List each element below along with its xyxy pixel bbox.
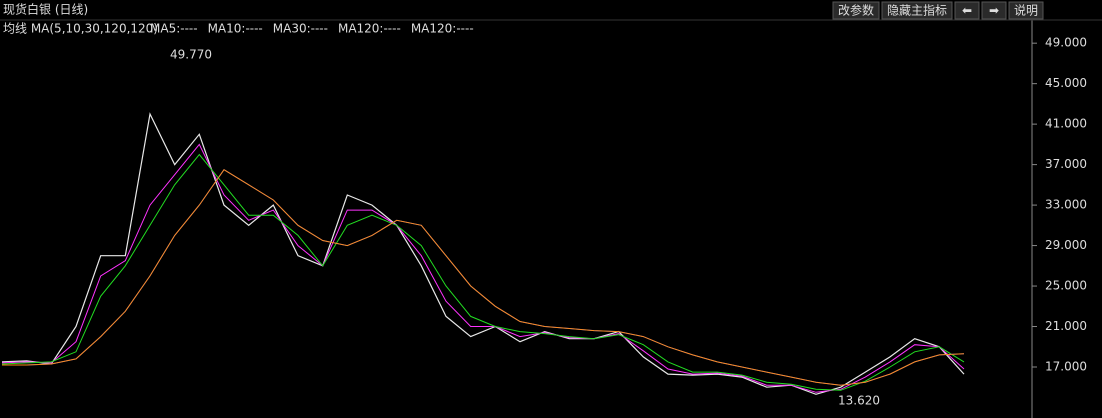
legend-entry: MA120:---- [338, 22, 401, 36]
button-label[interactable]: ⬅ [962, 4, 972, 18]
chart-title: 现货白银 (日线) [3, 2, 88, 17]
button-label[interactable]: 说明 [1014, 3, 1038, 18]
legend-entry: MA5:---- [150, 22, 198, 36]
button-label[interactable]: 改参数 [838, 3, 874, 18]
series-line [1, 153, 965, 391]
series-line [1, 112, 965, 395]
button-label[interactable]: 隐藏主指标 [887, 3, 947, 18]
annotation: 13.620 [838, 394, 880, 408]
y-tick-label: 21.000 [1045, 319, 1087, 333]
button-label[interactable]: ➡ [989, 4, 999, 18]
y-tick-label: 37.000 [1045, 157, 1087, 171]
series-line [1, 143, 965, 393]
legend-entry: MA30:---- [273, 22, 328, 36]
annotation: 49.770 [170, 48, 212, 62]
button[interactable] [981, 1, 1007, 20]
y-tick-label: 17.000 [1045, 359, 1087, 373]
button[interactable] [954, 1, 980, 20]
y-tick-label: 49.000 [1045, 36, 1087, 50]
button[interactable] [1008, 1, 1044, 20]
y-tick-label: 29.000 [1045, 238, 1087, 252]
legend-entry: MA120:---- [411, 22, 474, 36]
y-tick-label: 41.000 [1045, 117, 1087, 131]
y-tick-label: 33.000 [1045, 198, 1087, 212]
y-tick-label: 45.000 [1045, 76, 1087, 90]
button[interactable] [881, 1, 953, 20]
series-line [2, 169, 965, 386]
legend-entry: MA10:---- [208, 22, 263, 36]
y-tick-label: 25.000 [1045, 279, 1087, 293]
button[interactable] [832, 1, 880, 20]
subtitle: 均线 MA(5,10,30,120,120) [3, 22, 158, 36]
